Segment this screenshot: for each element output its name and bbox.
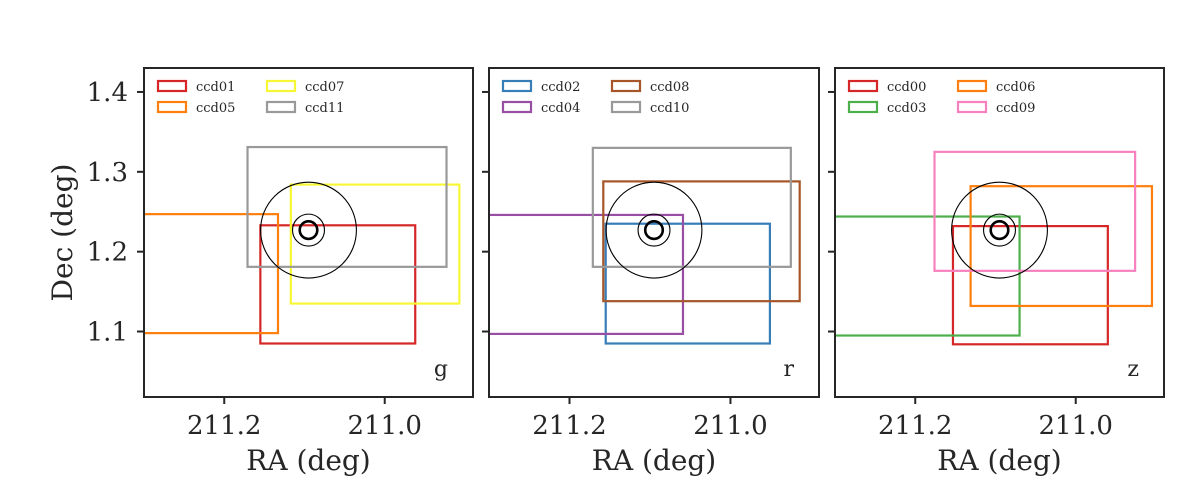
legend-label-ccd03: ccd03 (887, 101, 926, 116)
axes-frame-g (143, 67, 474, 398)
band-label-r: r (783, 357, 794, 382)
band-label-z: z (1127, 357, 1139, 382)
footprint-ccd01 (259, 224, 417, 345)
legend-swatch-ccd03 (847, 100, 879, 114)
legend-label-ccd05: ccd05 (196, 101, 235, 116)
legend-z: ccd00 ccd03 ccd06 ccd09 (847, 79, 1035, 116)
aperture-circle-1 (982, 213, 1017, 247)
panel-g: 211.2 211.0 1.1 1.2 1.3 1.4 RA (deg) Dec (deg) g… (46, 67, 474, 477)
y-tick-label-g-3: 1.4 (87, 78, 128, 108)
y-tick-label-g-2: 1.3 (87, 158, 128, 188)
axes-frame-z (834, 67, 1165, 398)
footprint-ccd07 (289, 183, 461, 305)
footprint-ccd06 (969, 185, 1154, 308)
aperture-circle-1 (637, 213, 671, 247)
legend-label-ccd01: ccd01 (196, 80, 235, 95)
legend-r: ccd02 ccd04 ccd08 ccd10 (501, 79, 689, 116)
footprint-ccd09 (933, 150, 1137, 272)
band-label-g: g (434, 357, 448, 382)
x-tick-label-z-1: 211.0 (1039, 411, 1113, 441)
legend-label-ccd10: ccd10 (650, 101, 689, 116)
aperture-circle-2 (989, 220, 1010, 241)
legend-swatch-ccd07 (265, 79, 297, 93)
legend-label-ccd07: ccd07 (305, 80, 344, 95)
footprint-ccd04 (489, 213, 685, 336)
legend-g: ccd01 ccd05 ccd07 ccd11 (156, 79, 344, 116)
legend-swatch-ccd08 (610, 79, 642, 93)
legend-swatch-ccd05 (156, 100, 188, 114)
legend-label-ccd09: ccd09 (996, 101, 1035, 116)
legend-swatch-ccd06 (956, 79, 988, 93)
legend-swatch-ccd11 (265, 100, 297, 114)
aperture-circle-2 (298, 220, 319, 241)
legend-label-ccd00: ccd00 (887, 80, 926, 95)
x-axis-title-r: RA (deg) (592, 444, 716, 477)
x-tick-label-g-1: 211.0 (348, 411, 422, 441)
footprint-ccd08 (602, 180, 801, 303)
aperture-circle-0 (951, 181, 1048, 279)
y-axis-title: Dec (deg) (46, 164, 79, 302)
footprint-ccd10 (591, 146, 792, 268)
panel-z: 211.2 211.0RA (deg) z ccd00 ccd03 ccd06 ccd09 (828, 67, 1165, 477)
aperture-circle-2 (643, 220, 665, 241)
legend-swatch-ccd10 (610, 100, 642, 114)
x-tick-label-z-0: 211.2 (878, 411, 952, 441)
aperture-circle-1 (291, 213, 326, 247)
x-tick-label-r-0: 211.2 (532, 411, 606, 441)
aperture-circle-0 (605, 181, 703, 279)
legend-swatch-ccd01 (156, 79, 188, 93)
footprint-ccd00 (951, 225, 1109, 346)
x-tick-label-r-1: 211.0 (693, 411, 767, 441)
plot-area-g (144, 145, 461, 345)
plot-area-z (835, 150, 1154, 346)
legend-label-ccd06: ccd06 (996, 80, 1035, 95)
footprint-ccd11 (246, 145, 448, 268)
legend-label-ccd04: ccd04 (541, 101, 580, 116)
legend-swatch-ccd04 (501, 100, 533, 114)
x-axis-title-g: RA (deg) (246, 444, 370, 477)
footprint-ccd02 (604, 222, 772, 345)
y-tick-label-g-1: 1.2 (87, 238, 128, 268)
axes-frame-r (488, 67, 820, 398)
panel-r: 211.2 211.0RA (deg) r ccd02 ccd04 ccd08 ccd10 (482, 67, 820, 477)
legend-swatch-ccd00 (847, 79, 879, 93)
plot-area-r (489, 146, 801, 345)
legend-label-ccd02: ccd02 (541, 80, 580, 95)
y-tick-label-g-0: 1.1 (87, 318, 128, 348)
legend-label-ccd11: ccd11 (305, 101, 344, 116)
footprint-ccd03 (835, 215, 1021, 337)
legend-swatch-ccd02 (501, 79, 533, 93)
aperture-circle-0 (260, 181, 357, 279)
legend-label-ccd08: ccd08 (650, 80, 689, 95)
x-tick-label-g-0: 211.2 (187, 411, 261, 441)
x-axis-title-z: RA (deg) (937, 444, 1061, 477)
legend-swatch-ccd09 (956, 100, 988, 114)
footprint-ccd05 (144, 213, 280, 335)
